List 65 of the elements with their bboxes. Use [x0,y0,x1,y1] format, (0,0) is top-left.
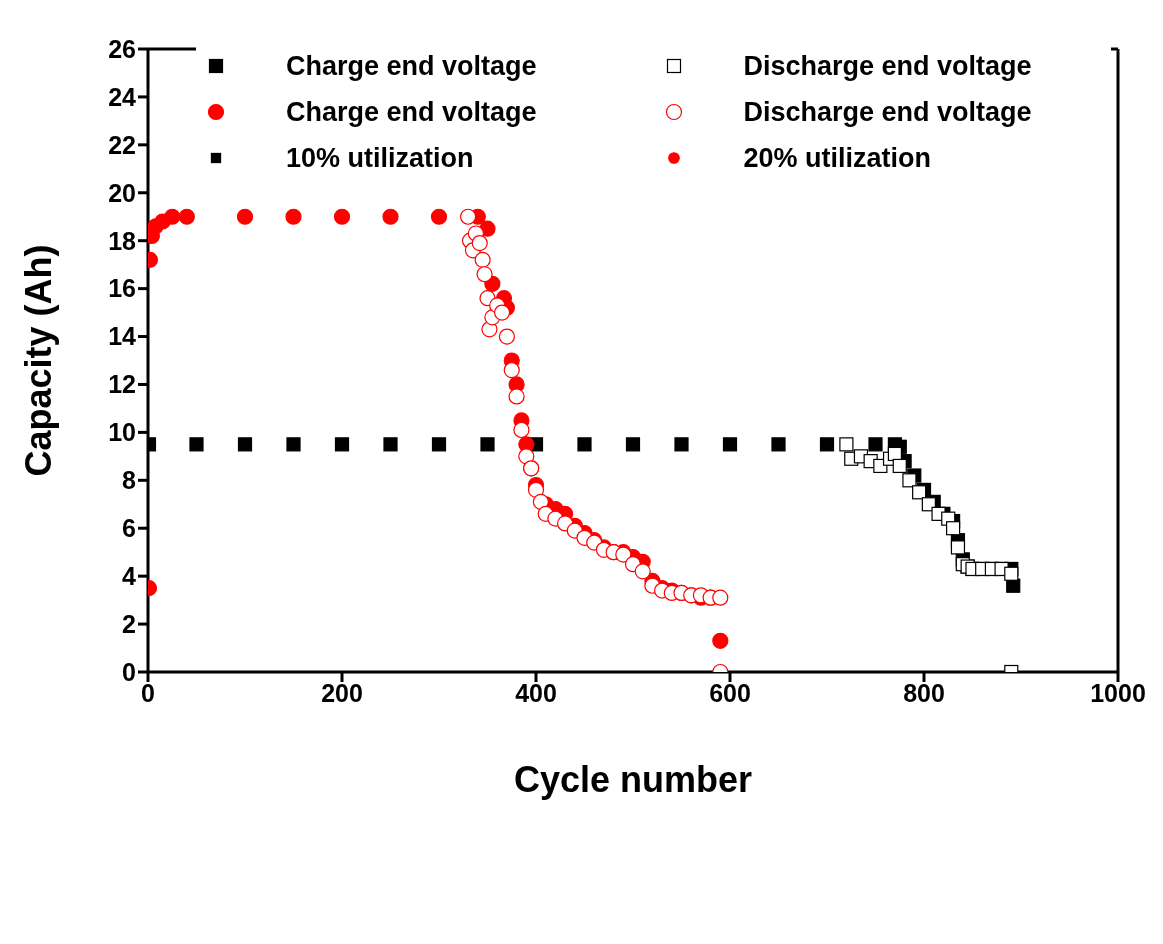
point [503,361,520,379]
point [513,421,530,439]
y-tick-label: 24 [108,82,137,111]
point [164,208,181,225]
point [712,632,729,649]
x-tick-label: 0 [141,678,155,707]
y-tick-label: 4 [122,562,137,591]
y-tick-label: 6 [122,514,136,543]
point [868,437,883,452]
point [902,473,917,488]
point [471,234,488,252]
x-axis-title: Cycle number [513,759,753,800]
y-tick-label: 16 [108,274,136,303]
y-tick-label: 10 [108,418,136,447]
point [178,208,195,225]
annotation: 20% utilization [743,142,932,174]
point [236,208,254,225]
y-tick-label: 18 [108,226,137,255]
point [382,208,399,225]
x-tick-label: 800 [903,678,945,707]
point [237,437,253,452]
x-tick-label: 1000 [1090,678,1146,707]
point [480,437,495,452]
point [532,493,549,510]
y-axis-title: Capacity (Ah) [17,244,59,477]
x-tick-label: 200 [321,678,363,707]
y-tick-label: 0 [122,657,136,686]
legend-label: Charge end voltage [286,96,537,128]
point [334,437,350,452]
point [286,437,301,452]
legend-label: Discharge end voltage [743,50,1032,82]
point [722,437,738,452]
point [950,540,966,555]
point [674,437,689,452]
x-tick-label: 400 [515,678,557,707]
point [577,437,592,452]
y-tick-label: 26 [108,34,136,63]
point [383,437,398,452]
point [460,208,477,225]
y-tick-label: 12 [108,370,136,399]
point [912,485,927,500]
point [712,589,729,606]
y-tick-label: 22 [108,130,136,159]
point [431,437,447,452]
point [892,458,907,474]
point [625,437,641,452]
point [333,208,351,225]
point [527,481,545,498]
annotation: 10% utilization [286,142,474,174]
legend-label: Charge end voltage [286,50,537,82]
y-tick-label: 14 [108,322,137,351]
point [946,521,961,536]
point [189,437,204,452]
legend-label: Discharge end voltage [743,96,1032,128]
point [430,208,448,225]
point [634,563,651,580]
x-tick-label: 600 [709,678,751,707]
point [1004,566,1019,581]
point [819,437,835,452]
point [771,437,786,452]
point [493,304,511,321]
y-tick-label: 20 [108,178,136,207]
point [285,208,302,225]
y-tick-label: 2 [122,609,136,638]
y-tick-label: 8 [122,466,137,495]
